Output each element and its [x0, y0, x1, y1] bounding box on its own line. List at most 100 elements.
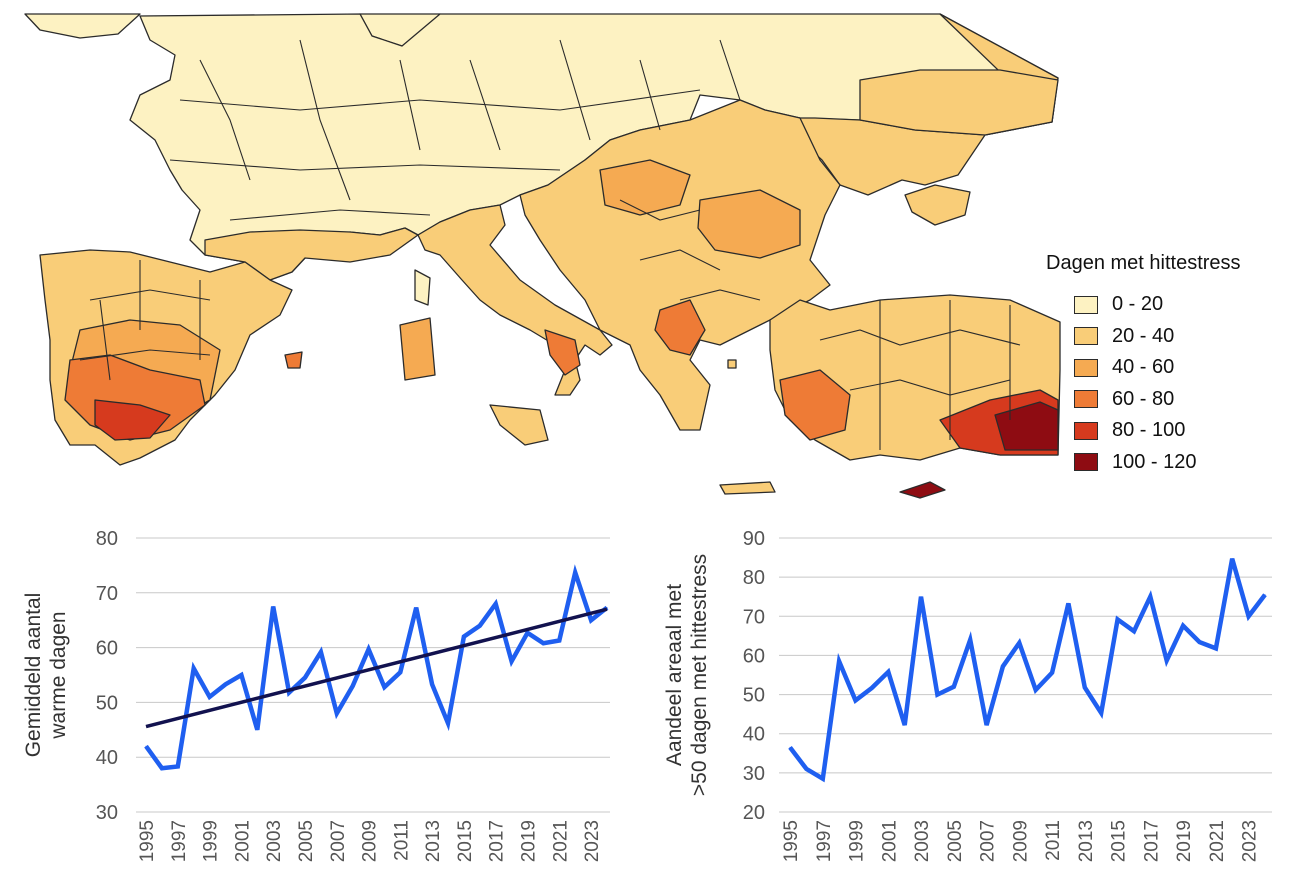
data-point [1231, 558, 1233, 560]
map-land-eastern-ukraine [859, 69, 1059, 136]
map-land-corsica [414, 269, 431, 306]
data-point [1067, 602, 1069, 604]
y-tick-label: 40 [743, 724, 765, 746]
y-axis-label: Aandeel areaal met>50 dagen met hittestr… [663, 554, 711, 796]
data-point [399, 671, 401, 673]
legend-label: 100 - 120 [1112, 450, 1197, 473]
x-tick-label: 2009 [1010, 820, 1031, 862]
data-point [209, 696, 211, 698]
map-land-crete [719, 481, 776, 495]
y-axis-label-line: Aandeel areaal met [663, 584, 686, 766]
data-point [1264, 594, 1266, 596]
x-tick-label: 2017 [487, 820, 508, 862]
data-point [1215, 647, 1217, 649]
x-tick-label: 1997 [169, 820, 190, 862]
data-point [177, 766, 179, 768]
x-tick-label: 2001 [879, 820, 900, 862]
legend-item: 0 - 20 [1074, 289, 1286, 321]
legend-label: 80 - 100 [1112, 419, 1186, 442]
map-land-sicily [489, 404, 549, 446]
data-point [606, 607, 608, 609]
legend-item: 40 - 60 [1074, 352, 1286, 384]
data-point [871, 687, 873, 689]
data-point [838, 660, 840, 662]
y-tick-label: 70 [96, 583, 118, 605]
map-svg [24, 13, 1061, 499]
trend-line [145, 607, 608, 729]
data-point [1084, 687, 1086, 689]
warm-days-chart-svg: 30 40 50 60 70 80 1995 1997 1999 2001 2003 2005 2007… [22, 528, 610, 862]
data-point [272, 606, 274, 607]
x-tick-label: 1999 [847, 820, 868, 862]
data-point [511, 660, 513, 662]
x-tick-label: 1995 [781, 820, 802, 862]
map-hot-romania [697, 189, 801, 259]
legend-item: 20 - 40 [1074, 321, 1286, 353]
data-point [855, 699, 857, 701]
data-point [224, 683, 226, 685]
y-tick-label: 90 [743, 528, 765, 550]
map-hot-italy-south [544, 329, 581, 376]
data-point [1100, 712, 1102, 714]
data-point [1018, 642, 1020, 644]
map-hot-greece [654, 299, 706, 356]
x-tick-label: 2021 [550, 820, 571, 862]
y-axis-label-line: Gemiddeld aantal [22, 593, 45, 758]
legend-label: 40 - 60 [1112, 356, 1175, 379]
legend-swatch [1074, 421, 1098, 440]
y-tick-label: 20 [743, 802, 765, 824]
x-tick-label: 2015 [455, 820, 476, 862]
data-point [240, 674, 242, 676]
data-point [936, 694, 938, 696]
data-point [558, 639, 560, 641]
data-point [920, 596, 922, 598]
data-point [336, 712, 338, 714]
y-tick-label: 80 [743, 567, 765, 589]
data-point [304, 677, 306, 679]
legend-label: 20 - 40 [1112, 324, 1175, 347]
data-point [1166, 660, 1168, 662]
heat-stress-area-chart: 20 30 40 50 60 70 80 90 1995 1997 1999 2001 2003 2005… [655, 500, 1300, 877]
heat-stress-map [24, 13, 1061, 499]
x-tick-label: 2009 [360, 820, 381, 862]
data-point [1198, 641, 1200, 643]
map-hottest-turkey-se [994, 401, 1059, 451]
x-tick-label: 2007 [328, 820, 349, 862]
x-tick-label: 2011 [391, 820, 412, 861]
data-point [822, 778, 824, 780]
x-tick-label: 1999 [201, 820, 222, 862]
data-point [193, 667, 195, 669]
legend-swatch [1074, 358, 1098, 377]
map-land-aegean-island [727, 359, 737, 369]
legend-swatch [1074, 390, 1098, 409]
data-point [368, 648, 370, 650]
legend-label: 0 - 20 [1112, 293, 1164, 316]
legend-item: 100 - 120 [1074, 447, 1286, 479]
map-land-crimea [904, 184, 971, 226]
x-tick-label: 2005 [296, 820, 317, 862]
data-point [789, 746, 791, 748]
x-tick-label: 2003 [264, 820, 285, 862]
data-point [1149, 596, 1151, 598]
map-land-cyprus [899, 481, 946, 499]
y-axis-label-line: >50 dagen met hittestress [688, 554, 711, 796]
y-tick-label: 30 [96, 802, 118, 824]
data-point [887, 671, 889, 673]
legend-swatch [1074, 295, 1098, 314]
x-tick-label: 2001 [232, 820, 253, 862]
x-tick-label: 2019 [1174, 820, 1195, 862]
map-land-mallorca [284, 351, 303, 369]
x-tick-label: 2015 [1109, 820, 1130, 862]
x-tick-label: 2013 [1076, 820, 1097, 862]
x-tick-label: 2013 [423, 820, 444, 862]
data-point [256, 729, 258, 731]
warm-days-chart: 30 40 50 60 70 80 1995 1997 1999 2001 2003 2005 2007… [0, 500, 640, 877]
data-point [288, 692, 290, 694]
x-tick-label: 2021 [1207, 820, 1228, 862]
legend-item: 80 - 100 [1074, 415, 1286, 447]
x-tick-label: 1995 [137, 820, 158, 862]
data-point [574, 572, 576, 574]
x-tick-label: 2003 [912, 820, 933, 862]
data-point [495, 603, 497, 605]
data-point [415, 607, 417, 609]
